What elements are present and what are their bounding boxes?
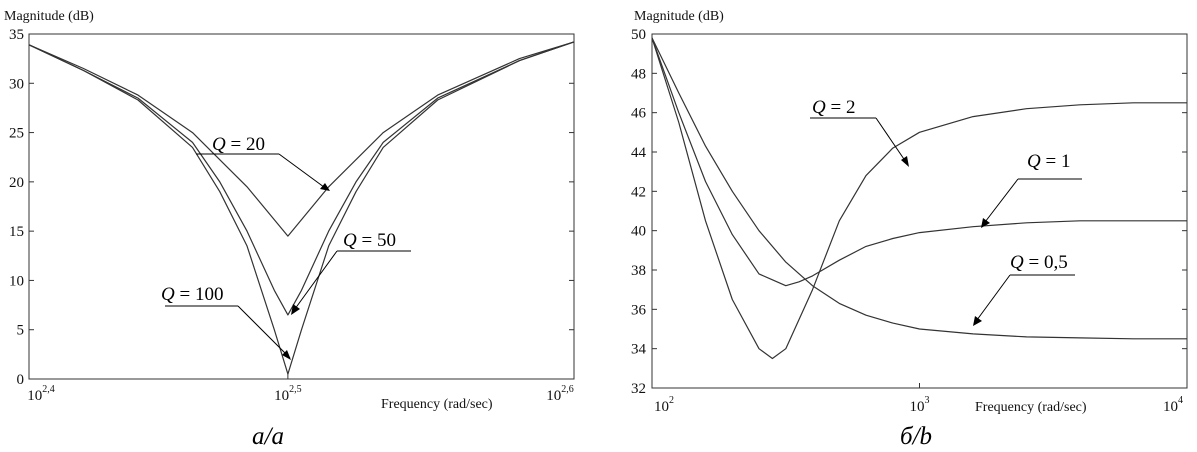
caption-a: a/a: [252, 423, 284, 450]
y-tick-label: 50: [631, 27, 646, 43]
annotation-q2: Q = 2: [810, 97, 909, 167]
x-tick-label: 103: [910, 395, 930, 415]
caption-b: б/b: [900, 423, 932, 450]
series-line-q05: [651, 37, 1187, 340]
y-tick-label: 15: [9, 224, 24, 240]
plot-frame-a: [28, 33, 575, 380]
y-tick-label: 36: [631, 302, 647, 318]
x-axis-label-b: Frequency (rad/sec): [975, 400, 1087, 415]
series-line-q100: [28, 41, 575, 375]
annotation-q50: Q = 50: [291, 230, 411, 315]
annotation-q05-label: Q = 0,5: [1010, 252, 1068, 273]
annotation-q50-arrowhead: [291, 304, 300, 315]
annotation-q50-arrow: [291, 250, 338, 314]
annotation-q2-arrowhead: [901, 156, 909, 167]
plot-frame-b: [651, 33, 1188, 389]
y-tick-label: 38: [631, 263, 646, 279]
annotation-q2-arrow: [875, 117, 909, 166]
annotation-q100-arrowhead: [282, 350, 291, 360]
x-axis-label-a: Frequency (rad/sec): [381, 397, 493, 412]
y-tick-label: 46: [631, 106, 647, 122]
annotation-q20-arrow: [278, 153, 329, 191]
annotation-q05-arrowhead: [973, 316, 982, 326]
annotation-q05-arrow: [973, 274, 1011, 325]
y-tick-label: 42: [631, 184, 646, 200]
y-axis-label-a: Magnitude (dB): [4, 9, 94, 24]
y-tick-label: 0: [17, 372, 25, 388]
annotation-q100-arrow: [237, 305, 291, 359]
y-tick-label: 35: [9, 27, 24, 43]
y-tick-label: 32: [631, 381, 646, 397]
annotation-q50-label: Q = 50: [343, 230, 396, 251]
y-tick-label: 10: [9, 273, 24, 289]
y-tick-label: 44: [631, 145, 647, 161]
x-tick-label: 104: [1163, 395, 1183, 415]
y-tick-label: 40: [631, 224, 646, 240]
series-line-q50: [28, 41, 575, 316]
x-tick-label: 102,6: [546, 384, 574, 404]
y-tick-label: 20: [9, 175, 24, 191]
x-tick-label: 102,5: [274, 384, 302, 404]
annotation-q1: Q = 1: [981, 151, 1082, 228]
series-line-q2: [651, 37, 1187, 360]
annotation-q1-arrowhead: [981, 218, 990, 228]
y-tick-label: 25: [9, 126, 24, 142]
x-tick-label: 102: [654, 395, 674, 415]
chart-panel-a: Magnitude (dB) Frequency (rad/sec) 0 5 10 1…: [4, 9, 575, 450]
annotation-q100-label: Q = 100: [161, 284, 223, 305]
series-line-q20: [28, 41, 575, 237]
annotation-q100: Q = 100: [161, 284, 291, 360]
annotation-q05: Q = 0,5: [973, 252, 1075, 326]
annotation-q2-label: Q = 2: [812, 97, 855, 118]
y-tick-label: 5: [17, 323, 25, 339]
y-tick-label: 48: [631, 66, 646, 82]
annotation-q1-label: Q = 1: [1027, 151, 1070, 172]
y-tick-label: 30: [9, 76, 24, 92]
annotation-q20-label: Q = 20: [212, 134, 265, 155]
chart-panel-b: Magnitude (dB) Frequency (rad/sec) 32 34 3…: [631, 9, 1188, 450]
annotation-q20-arrowhead: [320, 183, 330, 191]
x-tick-label: 102,4: [27, 384, 55, 404]
y-axis-label-b: Magnitude (dB): [634, 9, 724, 24]
series-line-q1: [651, 37, 1187, 287]
y-tick-label: 34: [631, 342, 647, 358]
annotation-q20: Q = 20: [196, 134, 330, 191]
annotation-q1-arrow: [981, 178, 1019, 227]
